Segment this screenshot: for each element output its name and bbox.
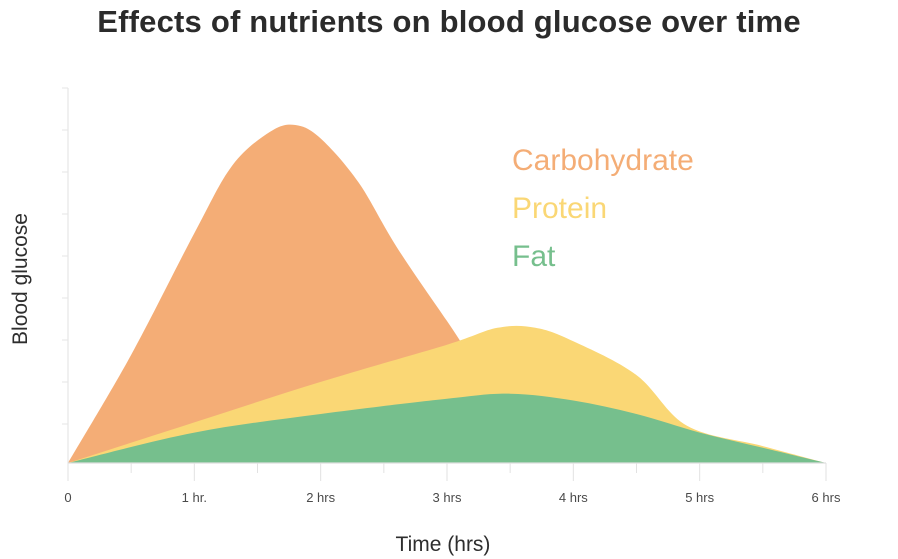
legend-item-protein: Protein — [512, 192, 607, 225]
x-axis-title: Time (hrs) — [396, 533, 491, 556]
legend: Carbohydrate Protein Fat — [512, 144, 694, 273]
x-tick-label: 5 hrs — [685, 490, 714, 505]
x-tick-label: 1 hr. — [182, 490, 207, 505]
y-axis-title: Blood glucose — [9, 213, 32, 345]
area-fat — [68, 393, 826, 463]
area-carbohydrate — [68, 124, 826, 464]
legend-item-carbohydrate: Carbohydrate — [512, 144, 694, 177]
x-tick-label: 6 hrs — [812, 490, 841, 505]
legend-item-fat: Fat — [512, 240, 556, 273]
x-tick-label: 4 hrs — [559, 490, 588, 505]
x-tick-labels: 0 1 hr. 2 hrs 3 hrs 4 hrs 5 hrs 6 hrs — [64, 490, 841, 505]
chart-title: Effects of nutrients on blood glucose ov… — [97, 4, 801, 39]
series-fills — [68, 124, 826, 464]
x-tick-label: 0 — [64, 490, 71, 505]
x-tick-label: 3 hrs — [433, 490, 462, 505]
axes — [62, 87, 827, 481]
x-tick-label: 2 hrs — [306, 490, 335, 505]
